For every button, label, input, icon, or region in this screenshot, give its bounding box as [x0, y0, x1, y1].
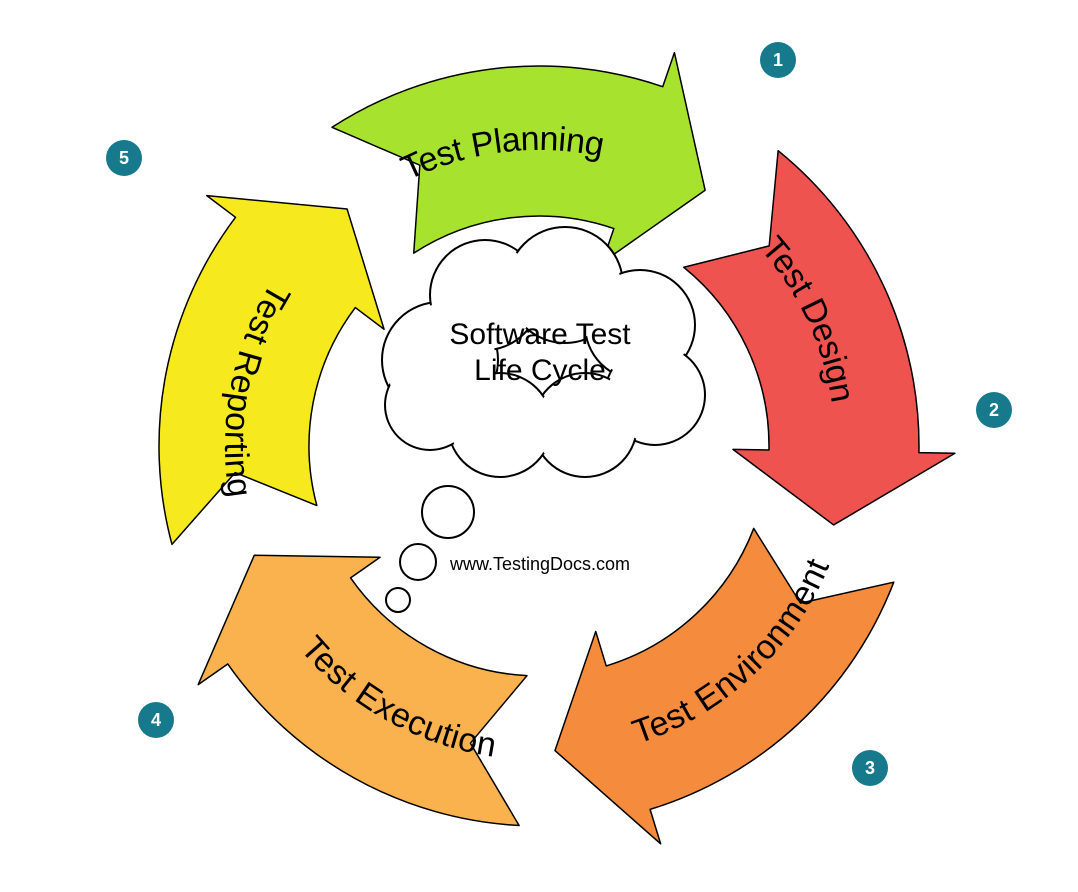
cycle-arrow-reporting: [159, 196, 384, 545]
step-badge-3: 3: [852, 750, 888, 786]
watermark-text: www.TestingDocs.com: [449, 554, 630, 574]
step-badge-2: 2: [976, 392, 1012, 428]
svg-text:5: 5: [119, 148, 129, 168]
svg-text:3: 3: [865, 758, 875, 778]
step-badge-5: 5: [106, 140, 142, 176]
thought-bubble: [400, 544, 436, 580]
step-badge-4: 4: [138, 702, 174, 738]
thought-bubble: [386, 588, 410, 612]
svg-text:4: 4: [151, 710, 161, 730]
svg-text:1: 1: [773, 50, 783, 70]
svg-text:2: 2: [989, 400, 999, 420]
step-badge-1: 1: [760, 42, 796, 78]
thought-bubble: [422, 486, 474, 538]
thought-cloud: [382, 227, 705, 477]
